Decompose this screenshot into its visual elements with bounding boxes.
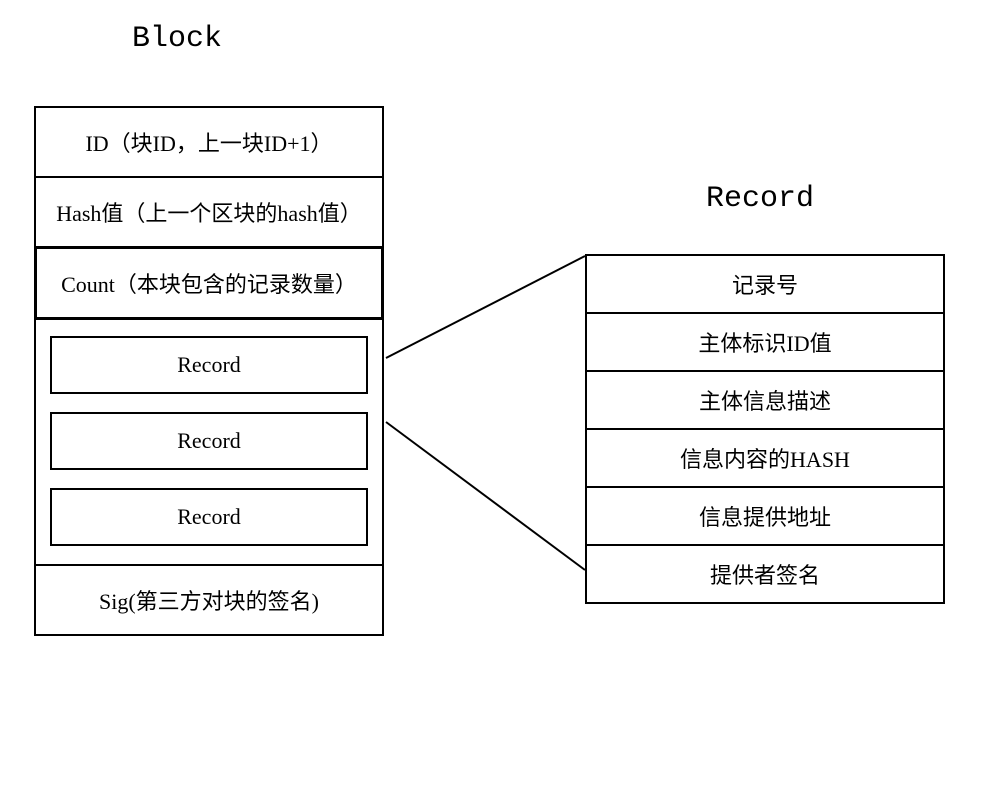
record-structure: 记录号 主体标识ID值 主体信息描述 信息内容的HASH 信息提供地址 提供者签…: [585, 254, 945, 604]
block-sig-row: Sig(第三方对块的签名): [36, 566, 382, 634]
record-row-2: 主体信息描述: [587, 372, 943, 430]
record-title: Record: [706, 182, 814, 216]
record-row-0: 记录号: [587, 256, 943, 314]
block-record-2: Record: [50, 412, 368, 470]
block-records-section: Record Record Record: [36, 336, 382, 566]
block-hash-row: Hash值（上一个区块的hash值）: [36, 178, 382, 248]
block-record-3: Record: [50, 488, 368, 546]
record-row-5: 提供者签名: [587, 546, 943, 602]
block-count-row: Count（本块包含的记录数量）: [34, 246, 384, 320]
record-row-1: 主体标识ID值: [587, 314, 943, 372]
record-row-4: 信息提供地址: [587, 488, 943, 546]
block-record-1: Record: [50, 336, 368, 394]
block-structure: ID（块ID，上一块ID+1） Hash值（上一个区块的hash值） Count…: [34, 106, 384, 636]
record-row-3: 信息内容的HASH: [587, 430, 943, 488]
block-id-row: ID（块ID，上一块ID+1）: [36, 108, 382, 178]
block-title: Block: [132, 22, 222, 56]
